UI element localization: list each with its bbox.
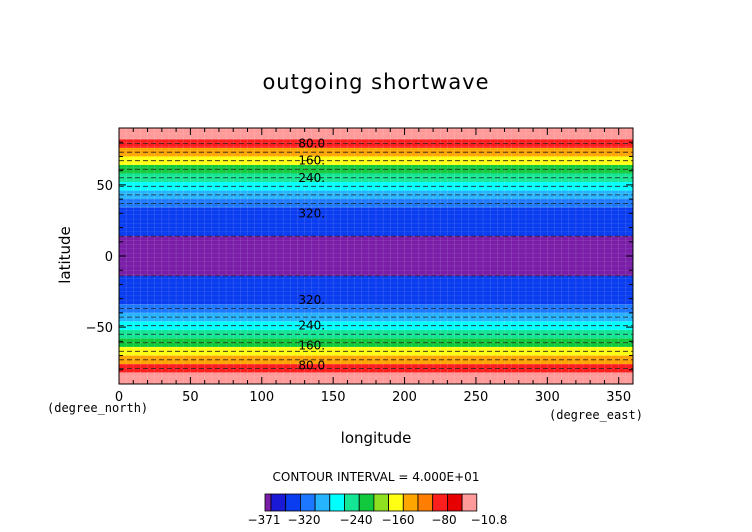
colorbar bbox=[264, 493, 478, 512]
y-axis-unit: (degree_north) bbox=[47, 401, 148, 415]
colorbar-swatch bbox=[417, 493, 434, 512]
colorbar-swatch bbox=[432, 493, 448, 512]
colorbar-swatch bbox=[270, 493, 287, 512]
colorbar-swatch bbox=[329, 493, 345, 512]
colorbar-label: −10.8 bbox=[471, 513, 508, 527]
contour-label: 320. bbox=[298, 206, 325, 220]
colorbar-swatch bbox=[285, 493, 301, 512]
colorbar-label: −320 bbox=[288, 513, 321, 527]
x-tick-label: 0 bbox=[115, 390, 123, 405]
x-axis-unit: (degree_east) bbox=[549, 408, 643, 422]
y-tick-label: −50 bbox=[86, 321, 113, 336]
colorbar-swatch bbox=[264, 493, 272, 512]
x-tick-label: 50 bbox=[182, 390, 199, 405]
x-axis-ticks: 0 50 100 150 200 250 300 350 bbox=[115, 128, 631, 405]
x-tick-label: 200 bbox=[392, 390, 417, 405]
colorbar-label: −371 bbox=[248, 513, 281, 527]
colorbar-swatch bbox=[314, 493, 331, 512]
colorbar-labels: −371 −320 −240 −160 −80 −10.8 bbox=[248, 513, 508, 527]
contour-label: 160. bbox=[298, 339, 325, 353]
x-tick-label: 100 bbox=[249, 390, 274, 405]
x-axis-title: longitude bbox=[341, 429, 412, 447]
colorbar-label: −80 bbox=[431, 513, 456, 527]
x-tick-label: 150 bbox=[321, 390, 346, 405]
contour-label: 320. bbox=[298, 293, 325, 307]
contour-interval-text: CONTOUR INTERVAL = 4.000E+01 bbox=[273, 470, 480, 484]
colorbar-swatch bbox=[299, 493, 316, 512]
colorbar-label: −160 bbox=[382, 513, 415, 527]
y-axis-title: latitude bbox=[56, 226, 74, 284]
colorbar-swatch bbox=[358, 493, 375, 512]
contour-label: 240. bbox=[298, 171, 325, 185]
contour-label: 240. bbox=[298, 319, 325, 333]
contour-labels: 80.0 160. 240. 320. 320. 240. 160. 80.0 bbox=[298, 137, 325, 373]
heatmap-band bbox=[119, 236, 633, 276]
y-tick-label: 0 bbox=[105, 250, 113, 265]
colorbar-swatch bbox=[461, 493, 478, 512]
x-tick-label: 250 bbox=[464, 390, 489, 405]
y-axis-ticks: −50 0 50 bbox=[86, 141, 633, 371]
heatmap-band bbox=[119, 275, 633, 305]
x-tick-label: 300 bbox=[535, 390, 560, 405]
heatmap-band bbox=[119, 207, 633, 237]
colorbar-swatch bbox=[373, 493, 389, 512]
contour-label: 80.0 bbox=[298, 137, 325, 151]
colorbar-swatch bbox=[344, 493, 360, 512]
heatmap-band bbox=[119, 372, 633, 384]
contour-label: 80.0 bbox=[298, 359, 325, 373]
colorbar-label: −240 bbox=[340, 513, 373, 527]
colorbar-swatch bbox=[446, 493, 463, 512]
colorbar-swatch bbox=[388, 493, 404, 512]
y-tick-label: 50 bbox=[96, 179, 113, 194]
x-tick-label: 350 bbox=[606, 390, 631, 405]
colorbar-swatch bbox=[402, 493, 419, 512]
chart-title: outgoing shortwave bbox=[262, 70, 490, 94]
contour-lines bbox=[119, 143, 633, 369]
contour-label: 160. bbox=[298, 154, 325, 168]
heatmap-band bbox=[119, 128, 633, 140]
